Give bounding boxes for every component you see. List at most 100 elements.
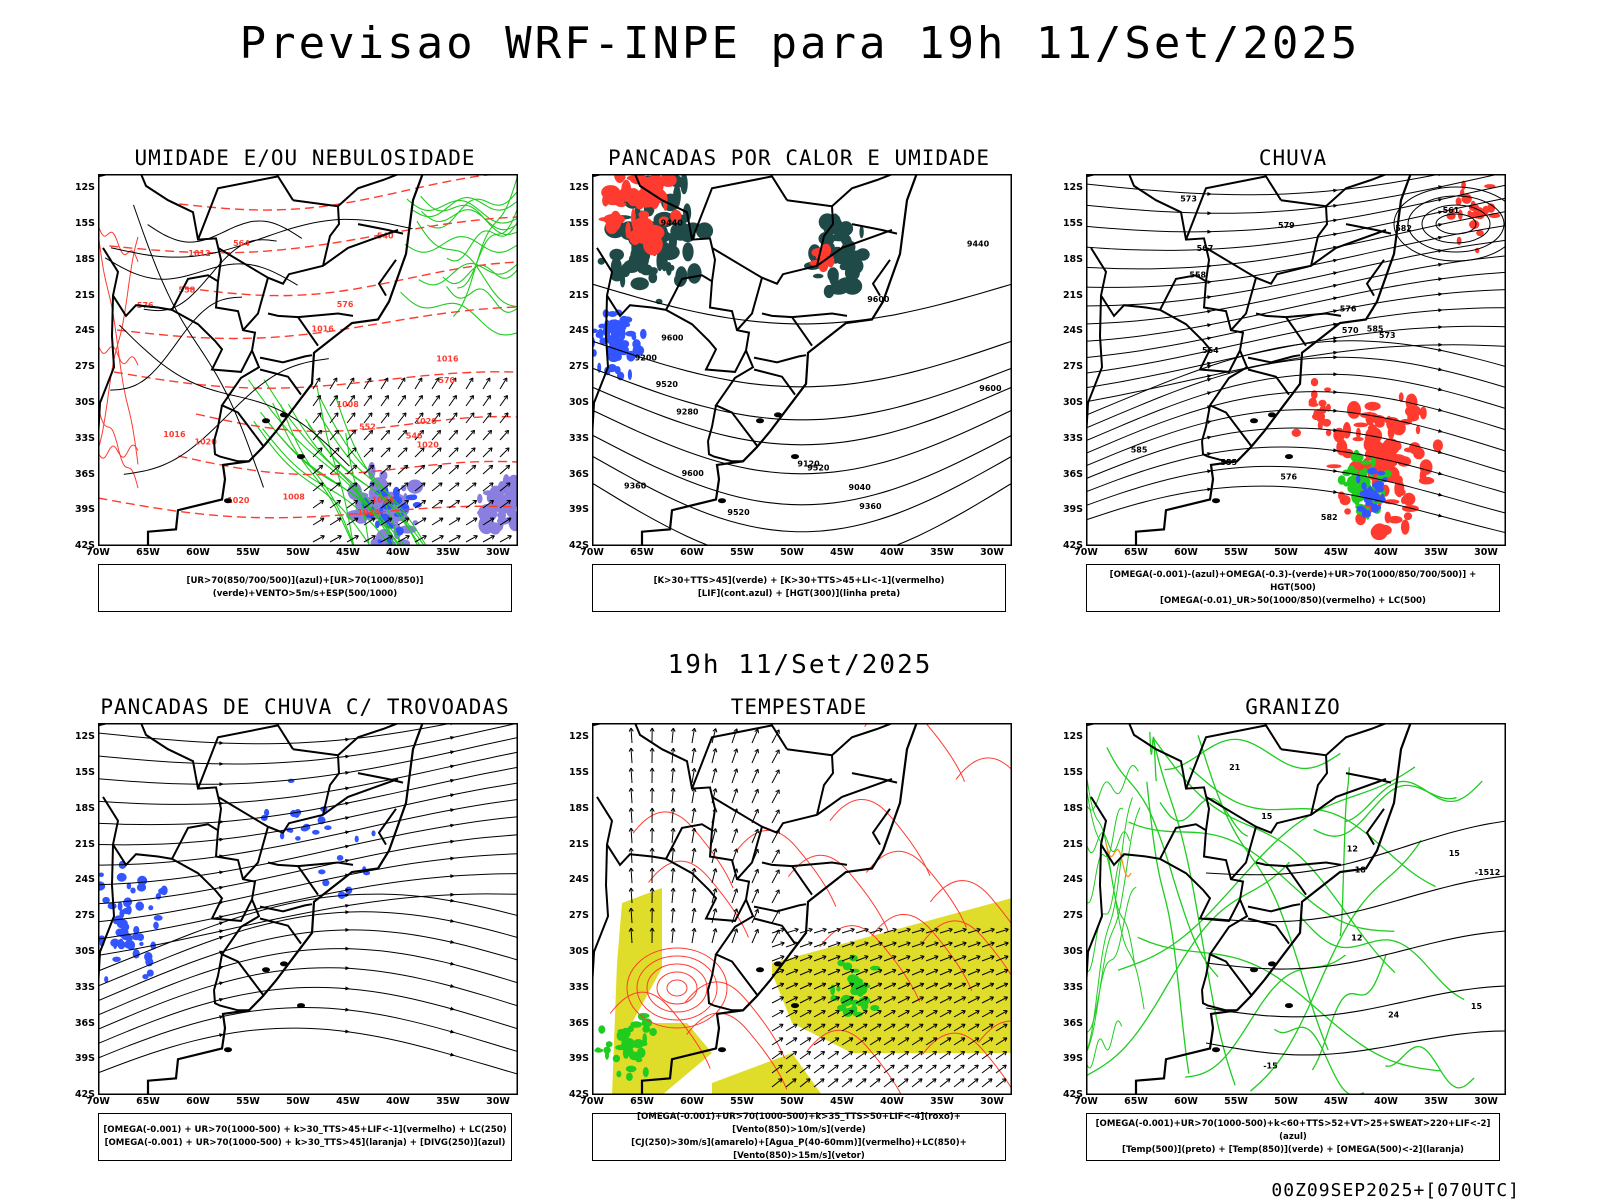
lon-tick-label: 45W: [830, 547, 854, 558]
legend-line-2: [LIF](cont.azul) + [HGT(300)](linha pret…: [593, 588, 1005, 601]
contour-label: 564: [1202, 346, 1219, 355]
legend-umidade: [UR>70(850/700/500)](azul)+[UR>70(1000/8…: [98, 564, 512, 612]
lon-tick-label: 55W: [1224, 547, 1248, 558]
contour-label: 582: [1321, 513, 1338, 522]
lat-tick-label: 15S: [564, 218, 589, 229]
lat-tick-label: 39S: [1058, 1053, 1083, 1064]
contour-label: 576: [1340, 304, 1357, 313]
map-canvas: 5855855825825795765735705675645615585555…: [1086, 174, 1506, 546]
lon-tick-label: 70W: [580, 1096, 604, 1107]
lon-tick-label: 45W: [830, 1096, 854, 1107]
lon-tick-label: 45W: [1324, 547, 1348, 558]
legend-chuva: [OMEGA(-0.001)-(azul)+OMEGA(-0.3)-(verde…: [1086, 564, 1500, 612]
lat-tick-label: 21S: [564, 839, 589, 850]
lon-tick-label: 50W: [286, 1096, 310, 1107]
contour-label: 9280: [676, 408, 699, 417]
lat-tick-label: 15S: [1058, 767, 1083, 778]
lat-tick-label: 36S: [564, 469, 589, 480]
lon-tick-label: 65W: [630, 547, 654, 558]
lat-tick-label: 21S: [1058, 839, 1083, 850]
contour-label: 9600: [682, 469, 705, 478]
lon-tick-label: 40W: [386, 1096, 410, 1107]
lat-tick-label: 18S: [1058, 803, 1083, 814]
lon-tick-label: 70W: [86, 1096, 110, 1107]
lon-tick-label: 30W: [980, 1096, 1004, 1107]
lon-tick-label: 65W: [1124, 1096, 1148, 1107]
legend-tempestade: [OMEGA(-0.001)+UR>70(1000-500)+k>35_TTS>…: [592, 1113, 1006, 1161]
lat-tick-label: 39S: [70, 1053, 95, 1064]
lon-tick-label: 60W: [680, 547, 704, 558]
main-title: Previsao WRF-INPE para 19h 11/Set/2025: [0, 18, 1600, 69]
contour-label: 1020: [417, 441, 440, 450]
contour-label: 1024: [357, 508, 380, 517]
lat-tick-label: 39S: [564, 504, 589, 515]
lat-tick-label: 36S: [564, 1018, 589, 1029]
legend-line-1: [OMEGA(-0.001) + UR>70(1000-500) + k>30_…: [99, 1124, 511, 1137]
legend-line-2: [CJ(250)>30m/s](amarelo)+[Agua_P(40-60mm…: [593, 1137, 1005, 1163]
lat-tick-label: 24S: [1058, 874, 1083, 885]
lat-tick-label: 18S: [564, 803, 589, 814]
lon-tick-label: 65W: [630, 1096, 654, 1107]
contour-label: -1512: [1475, 868, 1501, 877]
lat-tick-label: 27S: [1058, 910, 1083, 921]
panel-title: PANCADAS DE CHUVA C/ TROVOADAS: [70, 695, 540, 719]
lat-tick-label: 24S: [70, 874, 95, 885]
contour-label: 1016: [436, 355, 459, 364]
contour-label: 9440: [967, 239, 990, 248]
lat-tick-label: 21S: [70, 839, 95, 850]
lat-tick-label: 27S: [70, 361, 95, 372]
contour-label: 9440: [661, 218, 684, 227]
lat-tick-label: 39S: [1058, 504, 1083, 515]
legend-line-2: [OMEGA(-0.001) + UR>70(1000-500) + k>30_…: [99, 1137, 511, 1150]
lat-tick-label: 33S: [1058, 433, 1083, 444]
contour-label: 21: [1229, 763, 1241, 772]
contour-label: -15: [1263, 1062, 1278, 1071]
panel-title: UMIDADE E/OU NEBULOSIDADE: [70, 146, 540, 170]
lon-tick-label: 55W: [1224, 1096, 1248, 1107]
contour-label: 12: [1347, 844, 1358, 853]
lat-tick-label: 15S: [1058, 218, 1083, 229]
lat-tick-label: 24S: [1058, 325, 1083, 336]
lon-tick-label: 40W: [880, 547, 904, 558]
lon-tick-label: 60W: [680, 1096, 704, 1107]
contour-label: 564: [233, 239, 250, 248]
lon-tick-label: 55W: [730, 1096, 754, 1107]
lon-tick-label: 55W: [730, 547, 754, 558]
lon-tick-label: 65W: [136, 547, 160, 558]
lat-tick-label: 33S: [564, 433, 589, 444]
footer-run-info: 00Z09SEP2025+[070UTC]: [1271, 1180, 1520, 1201]
lat-tick-label: 33S: [1058, 982, 1083, 993]
lon-tick-label: 55W: [236, 1096, 260, 1107]
contour-label: 9040: [849, 483, 872, 492]
lat-tick-label: 27S: [1058, 361, 1083, 372]
lon-tick-label: 70W: [86, 547, 110, 558]
lat-tick-label: 12S: [564, 182, 589, 193]
lon-tick-label: 65W: [136, 1096, 160, 1107]
legend-line-1: [OMEGA(-0.001)+UR>70(1000-500)+k>35_TTS>…: [593, 1111, 1005, 1137]
contour-label: 1016: [312, 324, 335, 333]
lat-tick-label: 39S: [564, 1053, 589, 1064]
lon-tick-label: 60W: [1174, 1096, 1198, 1107]
lon-tick-label: 35W: [436, 547, 460, 558]
lat-tick-label: 12S: [70, 182, 95, 193]
legend-line-2: [Temp(500)](preto) + [Temp(850)](verde) …: [1087, 1144, 1499, 1157]
mid-title: 19h 11/Set/2025: [0, 650, 1600, 680]
contour-label: 24: [1388, 1010, 1400, 1019]
legend-line-1: [K>30+TTS>45](verde) + [K>30+TTS>45+LI<-…: [593, 575, 1005, 588]
panel-title: CHUVA: [1058, 146, 1528, 170]
map-canvas: [592, 723, 1012, 1095]
lat-tick-label: 30S: [70, 946, 95, 957]
lat-tick-label: 18S: [70, 803, 95, 814]
legend-line-2: [OMEGA(-0.01)_UR>50(1000/850)(vermelho) …: [1087, 595, 1499, 608]
contour-label: 573: [1180, 194, 1197, 203]
legend-line-1: [OMEGA(-0.001)+UR>70(1000-500)+k<60+TTS>…: [1087, 1118, 1499, 1144]
lat-tick-label: 30S: [564, 946, 589, 957]
